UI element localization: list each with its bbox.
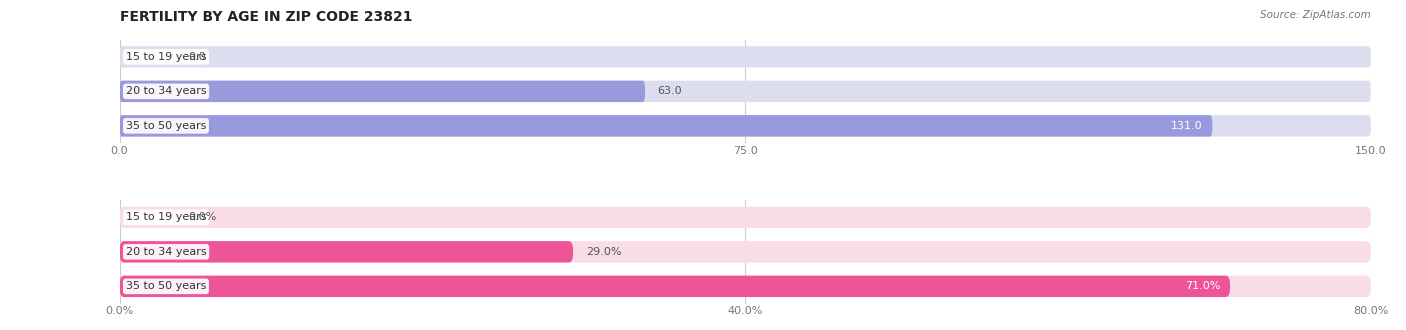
FancyBboxPatch shape — [120, 276, 1230, 297]
Text: 20 to 34 years: 20 to 34 years — [125, 86, 207, 96]
FancyBboxPatch shape — [120, 81, 645, 102]
FancyBboxPatch shape — [120, 115, 1212, 137]
Text: 15 to 19 years: 15 to 19 years — [125, 52, 207, 62]
Text: 20 to 34 years: 20 to 34 years — [125, 247, 207, 257]
Text: Source: ZipAtlas.com: Source: ZipAtlas.com — [1260, 10, 1371, 20]
FancyBboxPatch shape — [120, 81, 1371, 102]
FancyBboxPatch shape — [120, 115, 1371, 137]
Text: FERTILITY BY AGE IN ZIP CODE 23821: FERTILITY BY AGE IN ZIP CODE 23821 — [120, 10, 412, 24]
FancyBboxPatch shape — [120, 241, 1371, 263]
FancyBboxPatch shape — [120, 207, 1371, 228]
Text: 0.0%: 0.0% — [188, 212, 217, 222]
Text: 63.0: 63.0 — [658, 86, 682, 96]
Text: 131.0: 131.0 — [1171, 121, 1202, 131]
FancyBboxPatch shape — [120, 276, 1371, 297]
FancyBboxPatch shape — [120, 46, 1371, 68]
Text: 29.0%: 29.0% — [586, 247, 621, 257]
Text: 35 to 50 years: 35 to 50 years — [125, 121, 207, 131]
Text: 0.0: 0.0 — [188, 52, 205, 62]
Text: 71.0%: 71.0% — [1185, 281, 1220, 291]
Text: 35 to 50 years: 35 to 50 years — [125, 281, 207, 291]
Text: 15 to 19 years: 15 to 19 years — [125, 212, 207, 222]
FancyBboxPatch shape — [120, 241, 574, 263]
